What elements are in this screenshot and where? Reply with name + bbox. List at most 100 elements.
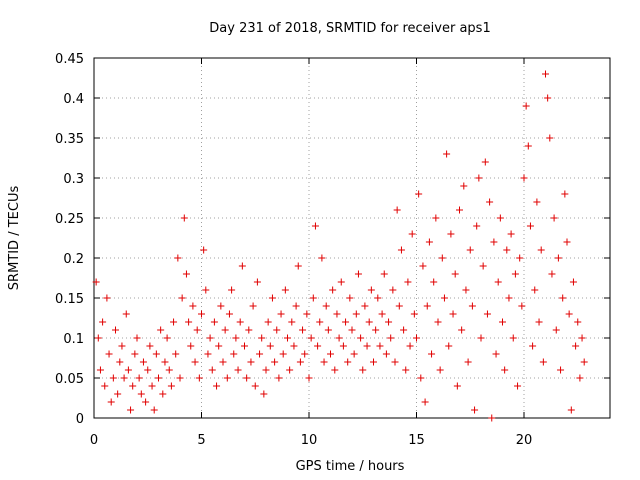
y-tick-label: 0.2	[63, 252, 84, 267]
data-point	[496, 214, 504, 222]
data-point	[107, 398, 115, 406]
data-point	[96, 366, 104, 374]
data-point	[208, 366, 216, 374]
data-point	[421, 398, 429, 406]
data-point	[131, 350, 139, 358]
data-point	[537, 246, 545, 254]
data-point	[428, 350, 436, 358]
data-point	[397, 246, 405, 254]
data-point	[440, 294, 448, 302]
data-point	[178, 294, 186, 302]
data-point	[296, 358, 304, 366]
data-point	[550, 214, 558, 222]
data-point	[309, 294, 317, 302]
data-point	[305, 374, 313, 382]
data-point	[436, 366, 444, 374]
data-point	[174, 254, 182, 262]
data-point	[382, 350, 390, 358]
data-point	[524, 142, 532, 150]
data-point	[410, 310, 418, 318]
data-point	[415, 190, 423, 198]
data-point	[499, 318, 506, 326]
data-point	[511, 270, 519, 278]
data-point	[249, 302, 257, 310]
data-point	[234, 366, 242, 374]
data-point	[389, 286, 397, 294]
data-point	[268, 294, 276, 302]
data-point	[258, 334, 266, 342]
data-point	[548, 270, 556, 278]
data-point	[458, 326, 466, 334]
data-point	[468, 302, 476, 310]
data-point	[142, 398, 150, 406]
data-point	[342, 318, 350, 326]
data-point	[526, 222, 534, 230]
data-point	[213, 382, 221, 390]
data-point	[333, 310, 341, 318]
data-point	[318, 254, 326, 262]
data-point	[490, 238, 498, 246]
data-point	[122, 310, 130, 318]
y-tick-label: 0.15	[55, 292, 84, 307]
data-point	[266, 342, 274, 350]
data-point	[299, 326, 307, 334]
data-point	[281, 286, 289, 294]
data-point	[348, 326, 356, 334]
data-point	[251, 382, 259, 390]
data-point	[488, 414, 496, 422]
data-point	[339, 342, 347, 350]
data-point	[189, 302, 197, 310]
data-point	[561, 190, 569, 198]
data-point	[223, 374, 231, 382]
data-point	[477, 334, 485, 342]
data-point	[307, 334, 315, 342]
grid-layer	[94, 58, 610, 418]
data-point	[155, 374, 162, 382]
data-point	[241, 342, 248, 350]
data-point	[522, 102, 530, 110]
data-point	[453, 382, 461, 390]
data-point	[546, 134, 554, 142]
data-point	[462, 286, 470, 294]
data-point	[176, 374, 184, 382]
data-point	[172, 350, 180, 358]
data-point	[354, 270, 362, 278]
data-point	[167, 382, 175, 390]
data-point	[567, 406, 575, 414]
data-point	[520, 174, 528, 182]
data-point	[365, 318, 373, 326]
data-point	[404, 278, 412, 286]
data-point	[554, 254, 562, 262]
data-point	[253, 278, 261, 286]
data-point	[406, 342, 414, 350]
y-tick-label: 0.45	[55, 52, 84, 67]
data-point	[185, 318, 193, 326]
data-point	[159, 390, 167, 398]
tick-layer: 0 0.05 0.1 0.15 0.2 0.25 0.3 0.35 0.4 0.45 0 5 10 15 2…	[55, 52, 610, 448]
data-point	[359, 366, 367, 374]
data-point	[262, 366, 270, 374]
data-point	[101, 382, 109, 390]
data-point	[112, 326, 119, 334]
x-axis-label: GPS time / hours	[296, 459, 405, 474]
data-point	[449, 310, 457, 318]
data-point	[374, 294, 382, 302]
data-point	[114, 390, 122, 398]
data-point	[301, 350, 309, 358]
data-point	[200, 246, 208, 254]
data-point	[180, 214, 188, 222]
data-point	[120, 374, 128, 382]
data-point	[264, 318, 272, 326]
data-point	[432, 214, 440, 222]
data-point	[344, 358, 352, 366]
data-point	[580, 358, 588, 366]
data-point	[232, 334, 240, 342]
data-point	[105, 350, 113, 358]
data-point	[361, 302, 369, 310]
data-point	[195, 374, 203, 382]
data-point	[94, 334, 102, 342]
data-point	[144, 366, 152, 374]
data-point	[260, 390, 268, 398]
data-point	[284, 334, 291, 342]
data-point	[376, 342, 384, 350]
